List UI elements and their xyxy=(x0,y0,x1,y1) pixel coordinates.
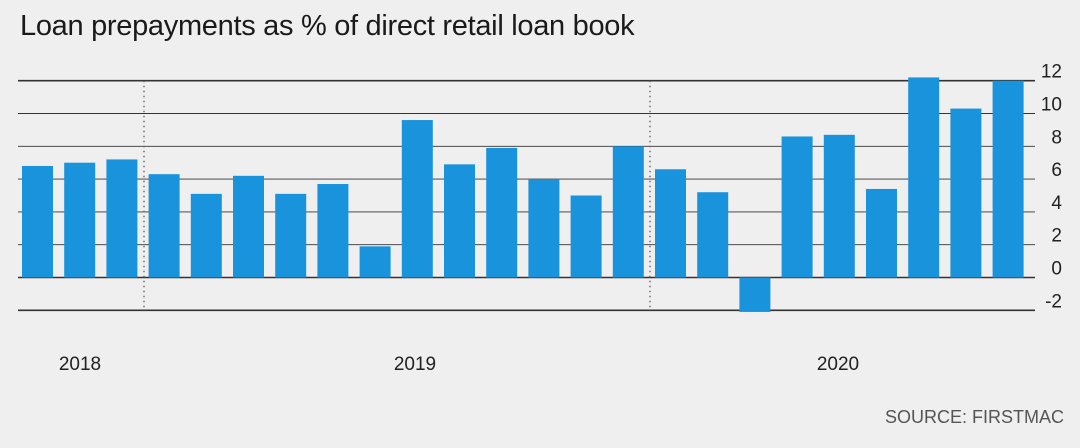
bar xyxy=(22,165,53,278)
bar xyxy=(950,108,982,278)
bar xyxy=(64,162,96,278)
bar-series xyxy=(22,77,1024,312)
y-tick-label: 12 xyxy=(1041,62,1062,83)
y-tick-label: 0 xyxy=(1051,259,1062,280)
bar xyxy=(612,146,644,278)
y-tick-label: 10 xyxy=(1041,95,1062,116)
y-tick-label: 4 xyxy=(1051,193,1062,214)
bar xyxy=(275,193,307,278)
bar xyxy=(486,147,518,278)
y-tick-label: 2 xyxy=(1051,226,1062,247)
x-period-label: 2020 xyxy=(817,354,859,375)
bar xyxy=(190,193,222,278)
x-period-label: 2018 xyxy=(59,354,101,375)
chart-title: Loan prepayments as % of direct retail l… xyxy=(20,10,635,42)
bar xyxy=(570,195,602,278)
bar xyxy=(866,188,897,278)
gridlines xyxy=(18,79,1035,312)
x-period-label: 2019 xyxy=(394,354,436,375)
x-axis-period-labels: 2018 2019 2020 xyxy=(59,354,859,375)
bar xyxy=(739,277,771,312)
bar xyxy=(148,174,180,278)
bar xyxy=(992,80,1024,278)
bar xyxy=(908,77,940,278)
bar xyxy=(359,246,391,278)
bar xyxy=(655,169,686,278)
y-tick-label: -2 xyxy=(1045,291,1062,312)
bar xyxy=(233,175,264,278)
bar xyxy=(823,134,855,278)
y-tick-label: 8 xyxy=(1051,127,1062,148)
bar xyxy=(528,179,560,278)
bar xyxy=(317,184,349,278)
bar xyxy=(781,136,813,278)
source-note: SOURCE: FIRSTMAC xyxy=(884,407,1064,427)
bar xyxy=(106,159,138,278)
bar xyxy=(697,192,729,278)
y-tick-label: 6 xyxy=(1051,160,1062,181)
bar xyxy=(401,120,433,278)
y-axis-ticks: 12 10 8 6 4 2 0 -2 xyxy=(1041,62,1063,313)
bar xyxy=(444,164,475,278)
